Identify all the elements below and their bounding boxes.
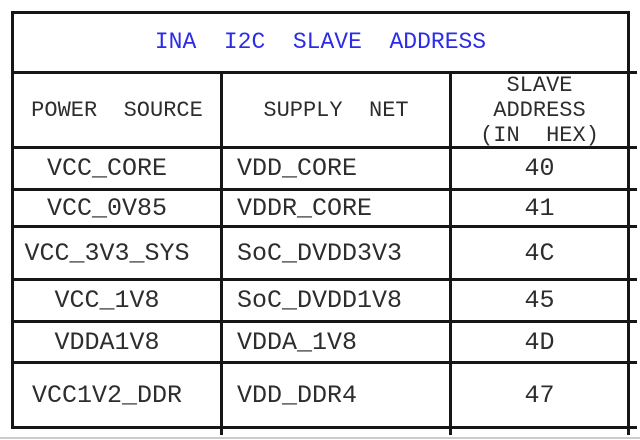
gridline-overhang-tick [449,429,452,435]
column-header-slave-address: SLAVE ADDRESS (IN HEX) [452,74,627,149]
gridline-overhang-tick [630,278,637,281]
gridline-overhang-tick [630,146,637,149]
supply-net-cell: VDDA_1V8 [223,323,452,364]
power-source-cell: VCC_1V8 [14,281,223,323]
gridline-overhang-tick [630,320,637,323]
supply-net-cell: SoC_DVDD3V3 [223,228,452,281]
gridline-overhang-tick [630,225,637,228]
power-source-cell: VCC_CORE [14,149,223,191]
supply-net-cell: VDDR_CORE [223,191,452,228]
ina-i2c-slave-address-table: INA I2C SLAVE ADDRESS POWER SOURCE SUPPL… [11,11,630,429]
gridline-overhang-tick [630,188,637,191]
gridline-overhang-tick [630,426,637,429]
supply-net-cell: SoC_DVDD1V8 [223,281,452,323]
table-title: INA I2C SLAVE ADDRESS [14,14,627,74]
gridline-overhang-tick [630,361,637,364]
gridline-overhang-tick [630,71,637,74]
power-source-cell: VDDA1V8 [14,323,223,364]
supply-net-cell: VDD_CORE [223,149,452,191]
slave-address-cell: 47 [524,380,555,410]
column-header-power-source: POWER SOURCE [14,74,223,149]
slave-address-cell: 45 [452,281,627,323]
power-source-cell: VCC_3V3_SYS [14,228,223,281]
slave-address-cell: 40 [452,149,627,191]
gridline-overhang-tick [220,429,223,435]
power-source-cell: VCC1V2_DDR [14,364,223,426]
slave-address-cell: 4C [452,228,627,281]
slave-address-cell: 4D [452,323,627,364]
screenshot-crop-edge [0,437,640,439]
slave-address-cell: 41 [452,191,627,228]
column-header-supply-net: SUPPLY NET [223,74,452,149]
supply-net-cell: VDD_DDR4 [223,364,452,426]
power-source-cell: VCC_0V85 [14,191,223,228]
gridline-overhang-tick [627,429,630,435]
